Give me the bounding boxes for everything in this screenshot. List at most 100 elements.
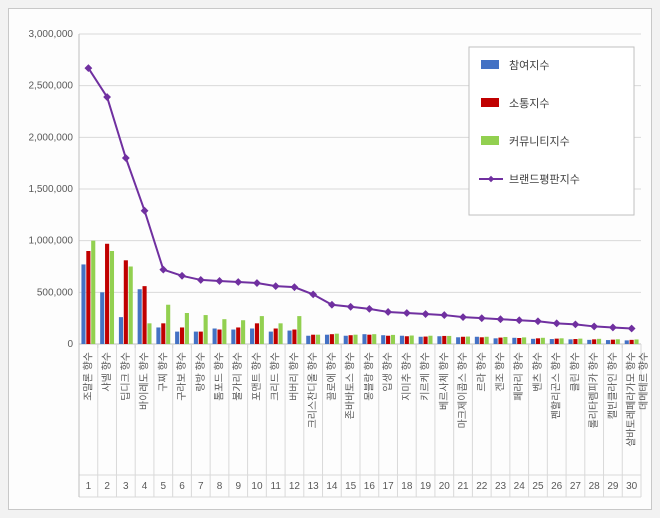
bar-s	[630, 340, 634, 344]
bar-c	[279, 323, 283, 344]
bar-s	[424, 337, 428, 344]
line-marker	[198, 277, 204, 283]
bar-s	[105, 244, 109, 344]
bar-c	[541, 338, 545, 344]
bar-c	[634, 339, 638, 344]
x-category-label: 바이레도 향수	[139, 352, 151, 410]
bar-c	[91, 241, 95, 344]
bar-s	[517, 338, 521, 344]
x-category-label: 키르케 향수	[420, 352, 432, 401]
bar-c	[353, 335, 357, 344]
x-index-labels: 1234567891011121314151617181920212223242…	[86, 481, 638, 492]
bar-c	[204, 315, 208, 344]
x-index-label: 8	[217, 481, 223, 492]
bar-p	[138, 289, 142, 344]
bar-p	[494, 338, 498, 344]
bar-c	[578, 339, 582, 344]
x-index-label: 18	[401, 481, 413, 492]
x-index-label: 17	[383, 481, 395, 492]
line-marker	[160, 266, 166, 272]
x-index-label: 29	[607, 481, 619, 492]
bar-c	[466, 337, 470, 344]
bar-c	[485, 337, 489, 344]
x-category-label: 버버리 향수	[288, 352, 300, 401]
bar-s	[480, 337, 484, 344]
line-marker	[273, 283, 279, 289]
line-marker	[366, 306, 372, 312]
bar-p	[175, 332, 179, 344]
x-category-label: 롤리타렘피카 향수	[588, 352, 600, 428]
line-marker	[347, 304, 353, 310]
bar-s	[124, 260, 128, 344]
x-index-label: 22	[476, 481, 488, 492]
bar-s	[498, 338, 502, 344]
x-category-label: 베르사체 향수	[438, 352, 450, 410]
bar-s	[161, 323, 165, 344]
line-marker	[441, 312, 447, 318]
x-category-label: 벤츠 향수	[532, 352, 544, 392]
x-category-label: 포맨트 향수	[251, 352, 263, 401]
x-index-label: 25	[532, 481, 544, 492]
bar-c	[110, 251, 114, 344]
bar-p	[306, 336, 310, 344]
line-marker	[141, 208, 147, 214]
x-category-label: 랑방 향수	[195, 352, 207, 392]
bar-s	[143, 286, 147, 344]
x-index-label: 9	[235, 481, 241, 492]
bar-p	[625, 340, 629, 344]
line-marker	[460, 314, 466, 320]
x-index-label: 12	[289, 481, 301, 492]
x-category-label: 구찌 향수	[157, 352, 169, 392]
bar-c	[616, 339, 620, 344]
bar-p	[475, 337, 479, 344]
bar-p	[400, 336, 404, 344]
bar-s	[592, 339, 596, 344]
bar-p	[213, 329, 217, 345]
bar-s	[442, 336, 446, 344]
line-marker	[628, 325, 634, 331]
x-index-label: 11	[271, 481, 282, 492]
legend-swatch	[481, 136, 499, 145]
svg-text:0: 0	[67, 339, 73, 350]
bar-c	[260, 316, 264, 344]
legend-label: 소통지수	[509, 97, 549, 110]
bar-c	[166, 305, 170, 344]
svg-text:1,500,000: 1,500,000	[29, 184, 74, 195]
bar-c	[503, 337, 507, 344]
legend-label: 브랜드평판지수	[509, 173, 580, 186]
bar-s	[555, 339, 559, 344]
bar-p	[119, 317, 123, 344]
bar-p	[531, 339, 535, 344]
x-category-label: 지미추 향수	[401, 352, 413, 401]
line-marker	[422, 311, 428, 317]
bar-c	[391, 335, 395, 344]
bar-p	[362, 334, 366, 344]
line-marker	[554, 320, 560, 326]
x-category-label: 크리드 향수	[270, 352, 282, 401]
legend-swatch	[481, 98, 499, 107]
bar-p	[569, 339, 573, 344]
x-index-label: 26	[551, 481, 563, 492]
bar-c	[222, 319, 226, 344]
x-category-label: 겐조 향수	[495, 352, 507, 392]
x-index-label: 15	[345, 481, 357, 492]
x-index-label: 23	[495, 481, 507, 492]
legend: 참여지수소통지수커뮤니티지수브랜드평판지수	[469, 47, 634, 215]
bar-s	[330, 334, 334, 344]
chart-panel: 0500,0001,000,0001,500,0002,000,0002,500…	[8, 8, 652, 510]
bar-c	[335, 334, 339, 344]
legend-label: 커뮤니티지수	[509, 135, 570, 148]
bar-p	[194, 332, 198, 344]
bar-c	[147, 323, 151, 344]
bar-s	[199, 332, 203, 344]
x-index-label: 20	[439, 481, 451, 492]
x-category-label: 캘빈클라인 향수	[607, 352, 619, 419]
bar-c	[428, 336, 432, 344]
line-marker	[291, 284, 297, 290]
bar-s	[274, 329, 278, 345]
chart-svg: 0500,0001,000,0001,500,0002,000,0002,500…	[9, 9, 652, 510]
x-category-label: 클린 향수	[569, 352, 581, 392]
x-category-label-extra: 데메테르 향수	[638, 352, 650, 410]
bar-p	[231, 330, 235, 344]
svg-text:1,000,000: 1,000,000	[29, 236, 74, 247]
